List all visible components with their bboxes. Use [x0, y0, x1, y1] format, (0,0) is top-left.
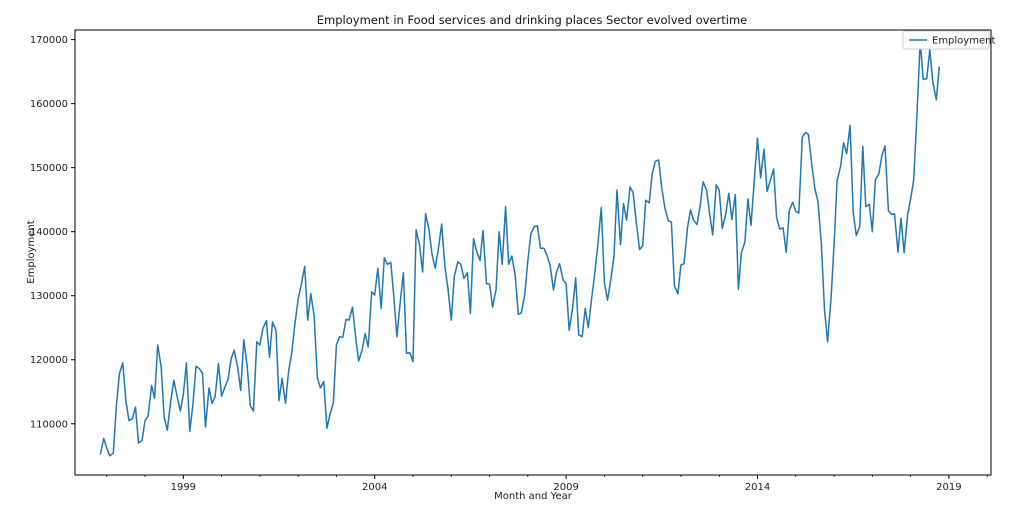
x-tick-label: 1999 — [171, 482, 196, 493]
x-tick-label: 2009 — [553, 482, 578, 493]
legend: Employment — [902, 30, 995, 50]
y-axis-ticks: 110000 120000 130000 140000 150000 160000 1700… — [30, 35, 75, 430]
y-tick-label: 150000 — [30, 163, 68, 174]
plot-area-frame — [74, 29, 992, 476]
x-axis-label: Month and Year — [494, 491, 573, 502]
x-tick-label: 2014 — [745, 482, 770, 493]
y-tick-label: 140000 — [30, 227, 68, 238]
legend-box — [902, 30, 990, 50]
x-axis-ticks: 1999 2004 2009 2014 2019 — [106, 475, 988, 493]
y-tick-label: 130000 — [30, 291, 68, 302]
x-tick-label: 2004 — [362, 482, 387, 493]
chart-title: Employment in Food services and drinking… — [317, 13, 747, 27]
y-tick-label: 120000 — [30, 355, 68, 366]
y-tick-label: 170000 — [30, 35, 68, 46]
x-tick-label: 2019 — [936, 482, 961, 493]
y-axis-label: Employment — [26, 220, 37, 283]
y-tick-label: 160000 — [30, 99, 68, 110]
y-tick-label: 110000 — [30, 419, 68, 430]
employment-series-line — [99, 40, 941, 457]
legend-label-employment: Employment — [932, 36, 995, 47]
